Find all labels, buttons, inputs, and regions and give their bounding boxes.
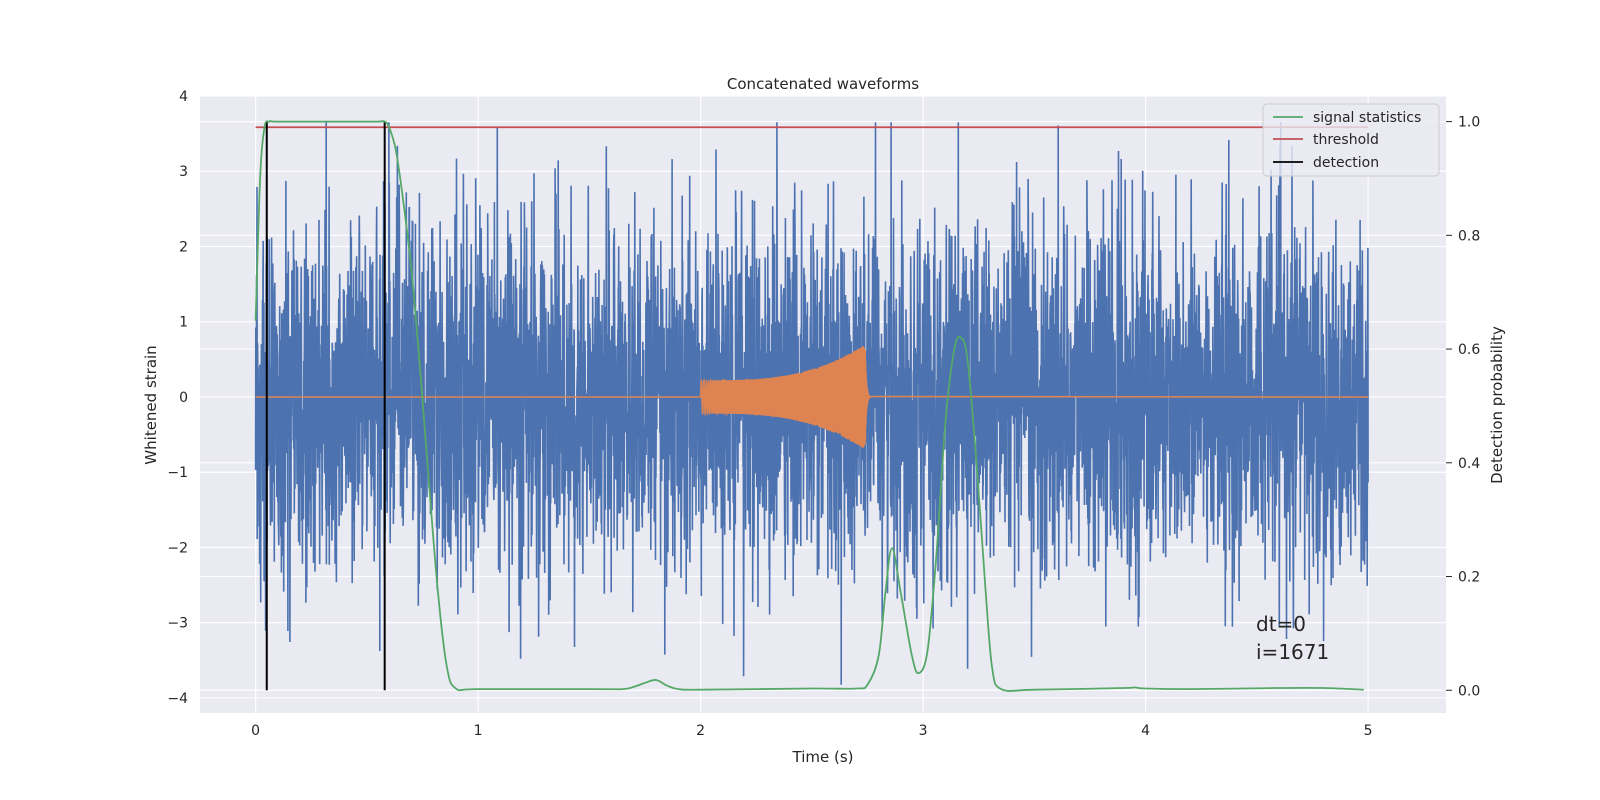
- y-tick-label: 2: [179, 239, 188, 255]
- axis-ticks: 0 1 2 3 4 5 4 3 2 1 0 −1 −2 −3 −4 1.0 0.8 0.6 0.4 0.2 0.0: [167, 89, 1480, 739]
- y-tick-label: −4: [167, 691, 188, 707]
- y2-tick-label: 0.0: [1458, 683, 1480, 699]
- series-signal-statistics: [254, 120, 1364, 692]
- x-tick-label: 5: [1364, 723, 1373, 739]
- y-tick-label: 3: [179, 164, 188, 180]
- y2-tick-label: 0.4: [1458, 456, 1480, 472]
- annotation-dt: dt=0: [1256, 612, 1306, 636]
- y2-tick-label: 0.2: [1458, 570, 1480, 586]
- annotation: dt=0 i=1671: [1256, 612, 1329, 664]
- series-layer: [254, 120, 1369, 692]
- legend: signal statistics threshold detection: [1262, 103, 1440, 177]
- y2-tick-label: 0.6: [1458, 342, 1480, 358]
- y-tick-label: −3: [167, 616, 188, 632]
- y-tick-label: −1: [167, 465, 188, 481]
- x-tick-label: 4: [1141, 723, 1150, 739]
- y2-tick-label: 1.0: [1458, 115, 1480, 131]
- x-tick-label: 2: [696, 723, 705, 739]
- y-tick-label: 4: [179, 89, 188, 105]
- y2-axis-label: Detection probability: [1488, 326, 1506, 484]
- x-tick-label: 3: [919, 723, 928, 739]
- x-tick-label: 1: [474, 723, 483, 739]
- series-injected-signal: [255, 346, 1369, 448]
- legend-label-detection: detection: [1313, 155, 1379, 171]
- y-axis-label: Whitened strain: [142, 345, 160, 464]
- x-tick-label: 0: [251, 723, 260, 739]
- y-tick-label: 0: [179, 390, 188, 406]
- y-tick-label: −2: [167, 540, 188, 556]
- annotation-index: i=1671: [1256, 640, 1329, 664]
- legend-box: [1262, 103, 1440, 177]
- x-axis-label: Time (s): [792, 748, 854, 766]
- y2-tick-label: 0.8: [1458, 228, 1480, 244]
- legend-label-threshold: threshold: [1313, 132, 1379, 148]
- y-tick-label: 1: [179, 315, 188, 331]
- chart-title: Concatenated waveforms: [727, 75, 919, 93]
- legend-label-signal-statistics: signal statistics: [1313, 110, 1421, 126]
